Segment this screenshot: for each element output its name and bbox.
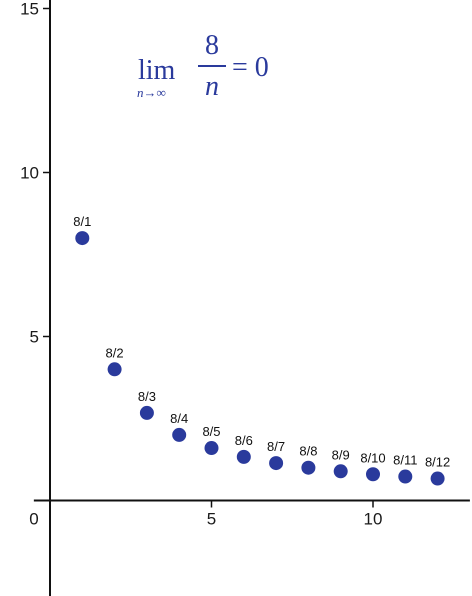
data-point [301,460,316,475]
data-point [398,469,413,484]
data-label: 8/9 [332,447,350,462]
data-point [236,449,251,464]
formula-lim: lim [138,55,176,86]
limit-formula: lim n→∞ 8 n = 0 [137,30,269,102]
ticks: 0 5 10 5 10 15 [20,0,382,529]
axes [33,0,470,596]
data-label: 8/3 [138,389,156,404]
y-tick-label: 5 [30,328,39,347]
x-tick-label: 10 [364,510,383,529]
data-point [75,231,90,246]
formula-subscript: n→∞ [137,85,166,100]
data-point [430,471,445,486]
x-tick-label: 5 [207,510,216,529]
data-label: 8/4 [170,411,188,426]
data-point [366,467,380,482]
data-label: 8/10 [360,450,385,465]
data-label: 8/12 [425,455,450,470]
y-tick-label: 15 [20,0,39,19]
data-labels: 8/1 8/2 8/3 8/4 8/5 8/6 8/7 8/8 8/9 8/10 8/11 8/12 [73,214,450,469]
data-points [75,231,445,486]
data-point [139,405,154,420]
data-point [107,362,122,377]
formula-rhs: = 0 [232,52,269,83]
data-label: 8/6 [235,433,253,448]
data-point [172,427,187,442]
formula-denominator: n [205,71,219,102]
data-label: 8/7 [267,439,285,454]
data-label: 8/5 [202,424,220,439]
data-point [204,441,219,456]
data-label: 8/2 [106,345,124,360]
data-label: 8/11 [393,453,417,468]
data-label: 8/8 [299,444,317,459]
formula-numerator: 8 [205,30,219,61]
x-tick-label: 0 [29,510,38,529]
y-tick-label: 10 [20,164,39,183]
data-point [269,456,284,471]
data-point [333,464,348,479]
data-label: 8/1 [73,214,91,229]
